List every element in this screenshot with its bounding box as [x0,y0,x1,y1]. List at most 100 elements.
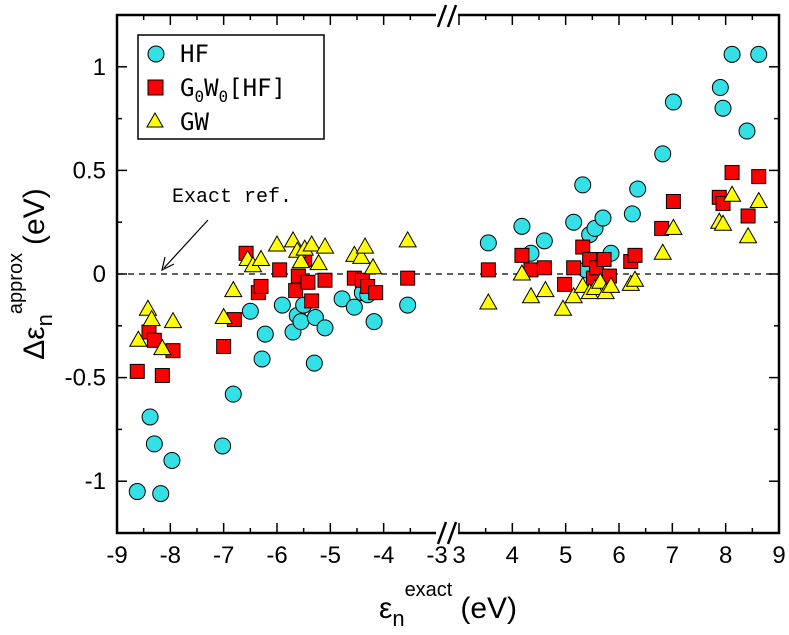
x-title-main: ε [379,592,392,625]
series-g0w0hf [129,164,767,384]
gw-point [152,338,172,356]
legend-g0w0-w: W [204,74,219,102]
legend-g0w0-tail: [HF] [228,74,286,102]
gw-point [713,214,733,231]
gw-point [512,263,532,281]
y-tick-label: 0.5 [73,157,106,184]
g0w0hf-point [514,247,530,263]
gw-point [142,309,162,327]
gw-point [355,237,375,254]
g0w0hf-point [154,368,170,384]
gw-point [625,270,645,287]
g0w0hf-point [596,251,612,267]
g0w0hf-point [129,363,145,379]
x-tick-label: 3 [452,542,465,569]
hf-point [152,485,170,503]
gw-point [309,253,328,271]
hf-point [292,313,310,331]
gw-point [564,286,584,304]
g0w0hf-point [575,239,591,255]
g0w0hf-point [536,260,552,276]
legend-box [137,34,325,140]
g0w0hf-point [566,260,582,276]
y-title-unit: (eV) [18,188,51,245]
legend-marker-gw [146,111,164,128]
g0w0hf-point [300,274,316,290]
g0w0hf-point [665,193,681,209]
gw-point [214,307,234,325]
g0w0hf-point [317,272,333,288]
hf-point [214,437,232,455]
g0w0hf-point [253,278,269,294]
hf-point [714,99,732,117]
legend: HF G0W0[HF] GW [137,34,325,140]
gw-point [738,226,758,244]
gw-point [749,191,769,208]
hf-point [345,298,363,316]
hf-point [333,290,351,308]
g0w0hf-point [751,169,767,185]
legend-marker-hf [147,45,165,63]
legend-label-hf: HF [180,40,209,68]
hf-point [535,232,553,250]
legend-marker-g0w0hf [147,79,164,96]
hf-point [316,319,334,337]
gw-point [398,230,418,248]
x-title-sup: exact [405,579,453,601]
x-tick-label: -6 [266,542,287,569]
axis-ticks: -9 -8 -7 -6 -5 -4 -3 3 4 5 6 7 8 9 -1 -0.5 0 0.5 1 [65,14,786,569]
x-tick-label: 5 [559,542,572,569]
hf-point [623,205,641,223]
hf-point [128,483,146,501]
hf-point [723,45,741,63]
y-tick-label: -1 [85,468,106,495]
hf-point [738,122,756,140]
series-gw [128,185,769,356]
y-title-main: Δε [18,326,51,359]
g0w0hf-point [304,293,320,309]
annotation-exact-ref: Exact ref. [172,186,292,209]
hf-point [163,451,181,469]
gw-point [653,243,673,260]
y-axis-title: Δεnapprox (eV) [5,188,57,360]
hf-point [305,354,323,372]
y-tick-label: -0.5 [65,365,106,392]
y-tick-label: 1 [93,54,106,81]
legend-g0w0-g: G [180,74,194,102]
x-tick-label: -3 [426,542,447,569]
x-tick-label: 7 [666,542,679,569]
x-tick-label: -9 [106,542,127,569]
gw-point [128,330,148,347]
hf-point [224,385,242,403]
hf-point [273,296,291,314]
g0w0hf-point [740,208,756,224]
gw-point [251,249,271,266]
hf-point [711,79,729,97]
axis-break-bottom [436,521,458,545]
hf-point [565,213,583,231]
legend-label-g0w0hf: G0W0[HF] [180,74,286,106]
g0w0hf-point [216,339,232,355]
gw-point [590,272,610,289]
hf-point [253,350,271,368]
gw-point [163,311,183,329]
gw-point [478,292,498,310]
gw-point [363,257,383,275]
hf-point [594,209,612,227]
y-tick-label: 0 [93,261,106,288]
legend-label-gw: GW [180,108,209,136]
axis-break-top [436,4,458,28]
g0w0hf-point [557,276,573,292]
g0w0hf-point [724,164,740,180]
series-hf [128,45,768,503]
gw-point [267,234,287,252]
g0w0hf-point [368,285,384,301]
x-tick-label: -4 [373,542,394,569]
x-title-sub: n [392,606,404,631]
y-title-sub: n [32,314,57,326]
gw-point [664,218,683,235]
hf-point [241,302,259,320]
hf-point [654,145,672,163]
x-tick-label: -5 [320,542,341,569]
